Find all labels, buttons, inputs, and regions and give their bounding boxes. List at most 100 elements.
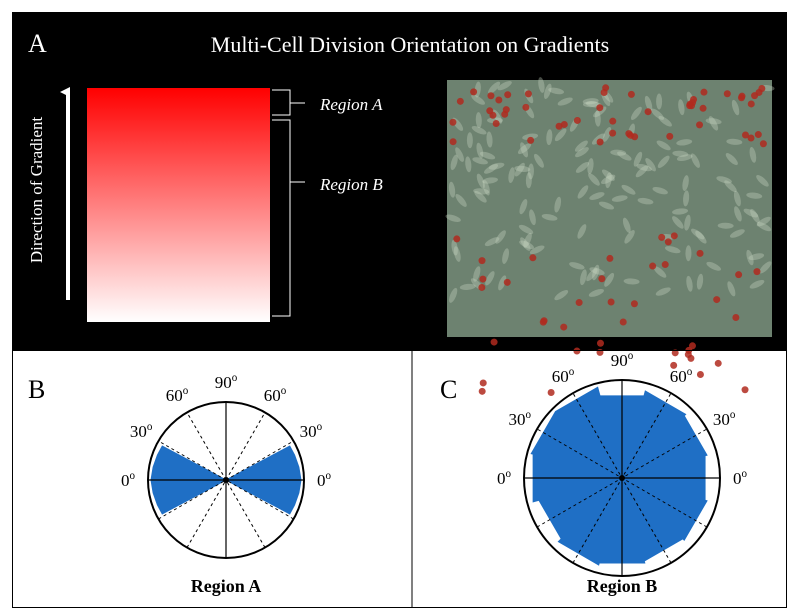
nucleus xyxy=(493,120,500,127)
nucleus xyxy=(574,117,581,124)
degree-mark: o xyxy=(147,421,153,433)
nucleus xyxy=(602,84,609,91)
angle-value: 60 xyxy=(552,367,569,386)
angle-label: 60o xyxy=(264,385,287,405)
angle-value: 60 xyxy=(166,386,183,405)
nucleus xyxy=(628,91,635,98)
angle-label: 60o xyxy=(552,366,575,386)
caption: Region B xyxy=(587,576,658,596)
angle-value: 60 xyxy=(264,386,281,405)
nucleus xyxy=(548,389,555,396)
nucleus xyxy=(597,340,604,347)
angle-label: 90o xyxy=(215,372,238,392)
nucleus xyxy=(627,132,634,139)
nucleus xyxy=(697,371,704,378)
angle-value: 30 xyxy=(713,410,730,429)
nucleus xyxy=(609,130,616,137)
nucleus xyxy=(495,97,502,104)
degree-mark: o xyxy=(325,470,331,482)
degree-mark: o xyxy=(183,385,189,397)
nucleus xyxy=(742,386,749,393)
nucleus xyxy=(457,98,464,105)
nucleus xyxy=(760,140,767,147)
angle-label: 60o xyxy=(670,366,693,386)
nucleus xyxy=(504,91,511,98)
nucleus xyxy=(522,104,529,111)
degree-mark: o xyxy=(281,385,287,397)
nucleus xyxy=(696,121,703,128)
nucleus xyxy=(503,106,510,113)
nucleus xyxy=(748,100,755,107)
angle-value: 30 xyxy=(130,422,147,441)
nucleus xyxy=(504,279,511,286)
angle-value: 0 xyxy=(733,469,742,488)
nucleus xyxy=(690,96,697,103)
panel-letter: C xyxy=(440,375,457,404)
nucleus xyxy=(755,131,762,138)
nucleus xyxy=(486,107,493,114)
nucleus xyxy=(479,276,486,283)
degree-mark: o xyxy=(687,366,693,378)
nucleus xyxy=(700,105,707,112)
nucleus xyxy=(479,388,486,395)
nucleus xyxy=(573,348,580,355)
nucleus xyxy=(480,379,487,386)
region-label: Region A xyxy=(319,95,383,114)
nucleus xyxy=(527,137,534,144)
nucleus xyxy=(715,360,722,367)
polar-center xyxy=(223,477,229,483)
angle-label: 30o xyxy=(713,409,736,429)
polar-center xyxy=(619,475,625,481)
nucleus xyxy=(649,263,656,270)
angle-value: 0 xyxy=(121,471,130,490)
nucleus xyxy=(596,104,603,111)
nucleus xyxy=(491,339,498,346)
angle-value: 90 xyxy=(215,373,232,392)
angle-value: 0 xyxy=(317,471,326,490)
nucleus xyxy=(525,90,532,97)
nucleus xyxy=(724,90,731,97)
nucleus xyxy=(596,349,603,356)
nucleus xyxy=(751,92,758,99)
angle-value: 0 xyxy=(497,469,506,488)
angle-label: 90o xyxy=(611,350,634,370)
nucleus xyxy=(735,271,742,278)
nucleus xyxy=(449,119,456,126)
nucleus xyxy=(645,108,652,115)
figure: A Multi-Cell Division Orientation on Gra… xyxy=(0,0,799,608)
angle-value: 30 xyxy=(300,422,317,441)
gradient-block xyxy=(87,88,270,322)
nucleus xyxy=(450,138,457,145)
angle-label: 30o xyxy=(509,409,532,429)
nucleus xyxy=(608,298,615,305)
nucleus xyxy=(560,324,567,331)
nucleus xyxy=(631,300,638,307)
nucleus xyxy=(620,318,627,325)
panel-letter: A xyxy=(28,29,47,58)
panel-letter: B xyxy=(28,375,45,404)
nucleus xyxy=(658,234,665,241)
angle-label: 0o xyxy=(497,468,512,488)
angle-label: 30o xyxy=(300,421,323,441)
degree-mark: o xyxy=(526,409,532,421)
nucleus xyxy=(597,139,604,146)
angle-label: 60o xyxy=(166,385,189,405)
nucleus xyxy=(753,268,760,275)
angle-label: 0o xyxy=(733,468,748,488)
nucleus xyxy=(598,275,605,282)
degree-mark: o xyxy=(505,468,511,480)
nucleus xyxy=(606,255,613,262)
nucleus xyxy=(666,133,673,140)
nucleus xyxy=(700,89,707,96)
nucleus xyxy=(561,121,568,128)
angle-label: 0o xyxy=(121,470,136,490)
angle-value: 30 xyxy=(509,410,526,429)
degree-mark: o xyxy=(741,468,747,480)
caption: Region A xyxy=(191,576,262,596)
nucleus xyxy=(470,88,477,95)
nucleus xyxy=(713,296,720,303)
nucleus xyxy=(609,118,616,125)
nucleus xyxy=(479,257,486,264)
angle-value: 90 xyxy=(611,351,628,370)
nucleus xyxy=(540,319,547,326)
